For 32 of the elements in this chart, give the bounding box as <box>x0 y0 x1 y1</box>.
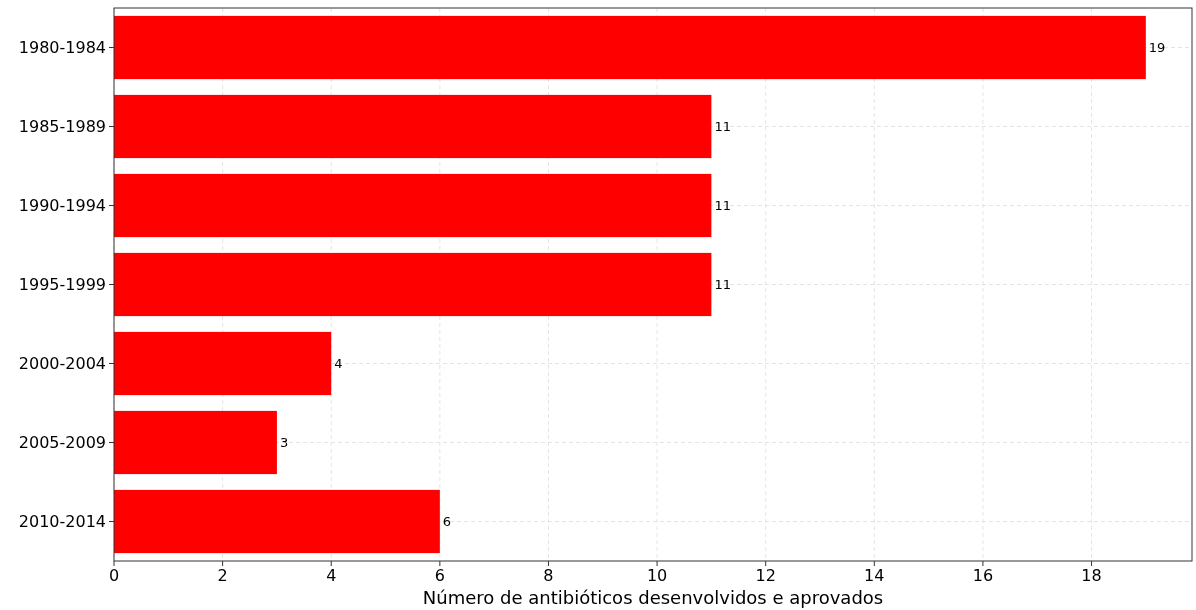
bar <box>114 173 712 238</box>
bar <box>114 410 277 475</box>
x-tick-label: 10 <box>646 566 668 585</box>
x-tick-label: 0 <box>108 566 120 585</box>
y-tick-label: 2000-2004 <box>18 354 106 374</box>
y-tick-label: 2010-2014 <box>18 512 106 532</box>
x-tick-label: 16 <box>972 566 994 585</box>
bar <box>114 94 712 159</box>
y-tick-label: 1980-1984 <box>18 38 106 58</box>
y-tick-label: 1985-1989 <box>18 117 106 137</box>
x-tick-label: 4 <box>326 566 337 585</box>
x-tick-label: 12 <box>755 566 776 585</box>
data-label: 11 <box>714 198 731 214</box>
data-label: 3 <box>279 435 289 451</box>
x-axis-title: Número de antibióticos desenvolvidos e aprovados <box>422 587 884 608</box>
data-label: 11 <box>714 277 731 293</box>
x-tick-label: 14 <box>864 566 885 585</box>
bar <box>114 15 1146 80</box>
data-label: 19 <box>1148 40 1166 56</box>
data-label: 11 <box>714 119 731 135</box>
bar <box>114 489 440 554</box>
x-tick-label: 18 <box>1081 566 1102 585</box>
bar <box>114 252 712 317</box>
bar <box>114 331 332 396</box>
x-tick-label: 8 <box>543 566 554 585</box>
y-tick-label: 2005-2009 <box>18 433 106 453</box>
data-label: 6 <box>442 514 452 530</box>
y-tick-label: 1995-1999 <box>18 275 106 295</box>
y-tick-label: 1990-1994 <box>18 196 106 216</box>
x-tick-label: 2 <box>217 566 228 585</box>
data-label: 4 <box>334 356 343 372</box>
x-tick-label: 6 <box>434 566 445 585</box>
